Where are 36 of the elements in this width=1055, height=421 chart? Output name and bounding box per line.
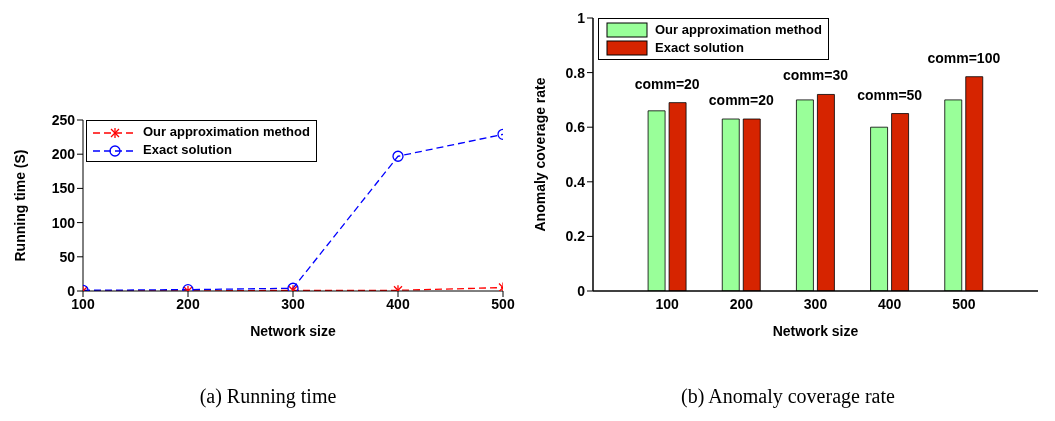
y-tick-label: 0.8 — [565, 64, 586, 81]
annotation: comm=20 — [708, 92, 775, 109]
y-tick-label: 50 — [59, 248, 76, 265]
legend-label: Our approximation method — [143, 123, 310, 141]
legend-label: Our approximation method — [655, 21, 822, 39]
y-tick-label: 0.4 — [565, 173, 586, 190]
annotation: comm=100 — [927, 49, 1001, 66]
legend-label: Exact solution — [655, 39, 744, 57]
y-tick-label: 100 — [51, 214, 76, 231]
x-tick-label: 200 — [176, 295, 200, 312]
point — [392, 150, 404, 162]
y-tick-label: 0.6 — [565, 119, 586, 136]
x-tick-label: 200 — [729, 295, 754, 312]
text: (b) Anomaly coverage rate — [680, 385, 896, 408]
x-axis-title: Network size — [250, 323, 336, 339]
y-tick-label: 250 — [51, 111, 76, 128]
annotation: comm=20 — [634, 75, 700, 92]
text: (a) Running time — [198, 385, 338, 408]
x-tick-label: 300 — [803, 295, 828, 312]
y-axis-title: Anomaly coverage rate — [531, 77, 548, 232]
x-tick-label: 500 — [491, 295, 515, 312]
legend-label: Exact solution — [143, 141, 232, 159]
y-axis-title: Running time (S) — [11, 149, 28, 262]
y-tick-label: 0 — [577, 282, 586, 299]
y-tick-label: 200 — [51, 146, 76, 163]
y-tick-label: 0.2 — [565, 228, 586, 245]
annotation: comm=50 — [857, 86, 923, 103]
y-tick-label: 150 — [51, 180, 76, 197]
x-tick-label: 100 — [655, 295, 680, 312]
x-tick-label: 400 — [877, 295, 902, 312]
y-tick-label: 1 — [577, 9, 586, 26]
x-tick-label: 400 — [386, 295, 410, 312]
x-axis-title: Network size — [772, 323, 859, 339]
x-tick-label: 300 — [281, 295, 305, 312]
x-tick-label: 500 — [952, 295, 976, 312]
annotation: comm=30 — [783, 67, 849, 84]
